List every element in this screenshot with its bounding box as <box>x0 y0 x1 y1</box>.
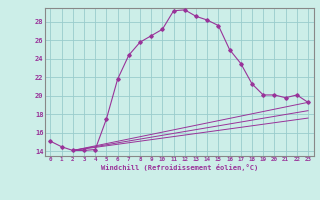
X-axis label: Windchill (Refroidissement éolien,°C): Windchill (Refroidissement éolien,°C) <box>100 164 258 171</box>
